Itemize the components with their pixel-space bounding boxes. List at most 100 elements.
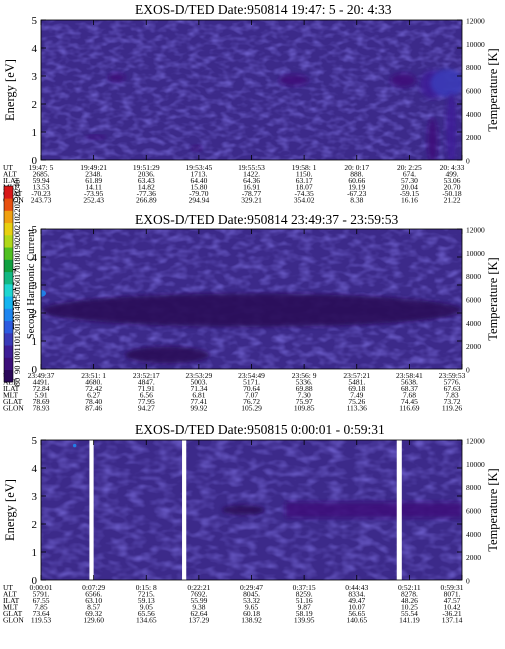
colorbar-tick-label: 110 bbox=[12, 339, 22, 351]
orbit-row-label: ILAT bbox=[3, 384, 20, 393]
colorbar-tick-label: 190 bbox=[12, 241, 22, 254]
orbit-value: 5638. bbox=[401, 378, 418, 387]
orbit-value: 94.27 bbox=[138, 404, 155, 413]
orbit-value: 19:58: 1 bbox=[292, 163, 317, 172]
orbit-value: 63.10 bbox=[85, 596, 102, 605]
y-right-tick-label: 10000 bbox=[466, 249, 485, 258]
chart-panel-3: EXOS-D/TED Date:950815 0:00:01 - 0:59:31… bbox=[3, 422, 500, 625]
orbit-value: 20: 4:33 bbox=[440, 163, 465, 172]
orbit-value: 73.64 bbox=[33, 609, 50, 618]
heatmap-feature-9 bbox=[427, 118, 438, 160]
orbit-value: 9.65 bbox=[245, 603, 258, 612]
heatmap-feature-3 bbox=[125, 346, 210, 364]
y-right-tick-label: 4000 bbox=[466, 530, 481, 539]
orbit-value: 21.22 bbox=[444, 196, 461, 205]
orbit-value: 71.91 bbox=[138, 384, 155, 393]
orbit-value: 9.05 bbox=[140, 603, 153, 612]
orbit-value: 499. bbox=[445, 170, 458, 179]
y-right-tick-label: 6000 bbox=[466, 87, 481, 96]
orbit-value: -67.23 bbox=[347, 189, 367, 198]
orbit-value: 53.06 bbox=[444, 176, 461, 185]
orbit-value: 19:49:21 bbox=[80, 163, 107, 172]
orbit-value: 2685. bbox=[33, 170, 50, 179]
colorbar-segment-9 bbox=[4, 271, 13, 285]
orbit-value: 137.29 bbox=[189, 616, 210, 625]
y-right-tick-label: 10000 bbox=[466, 40, 485, 49]
heatmap-feature-1 bbox=[41, 290, 47, 297]
orbit-row-label: MLT bbox=[3, 391, 19, 400]
orbit-value: 56.65 bbox=[348, 609, 365, 618]
orbit-value: 99.92 bbox=[190, 404, 207, 413]
orbit-value: 69.88 bbox=[296, 384, 313, 393]
colorbar-tick-label: 80 bbox=[12, 378, 22, 387]
orbit-value: 23:51: 1 bbox=[81, 371, 106, 380]
chart-title: EXOS-D/TED Date:950815 0:00:01 - 0:59:31 bbox=[135, 422, 385, 437]
y-tick-label: 1 bbox=[32, 547, 38, 559]
y-tick-label: 0 bbox=[32, 364, 38, 376]
data-gap-1 bbox=[89, 440, 94, 580]
orbit-value: 329.21 bbox=[241, 196, 262, 205]
orbit-value: 78.69 bbox=[33, 397, 50, 406]
orbit-value: -36.21 bbox=[442, 609, 462, 618]
heatmap-feature-2 bbox=[41, 293, 462, 328]
heatmap-feature-7 bbox=[430, 69, 462, 97]
orbit-value: 23:59:53 bbox=[439, 371, 466, 380]
orbit-value: 75.97 bbox=[296, 397, 313, 406]
orbit-value: 266.89 bbox=[136, 196, 157, 205]
chart-title: EXOS-D/TED Date:950814 23:49:37 - 23:59:… bbox=[135, 212, 398, 227]
orbit-value: 67.55 bbox=[33, 596, 50, 605]
orbit-value: 252.43 bbox=[83, 196, 104, 205]
orbit-value: 0:07:29 bbox=[82, 583, 105, 592]
orbit-value: 63.43 bbox=[138, 176, 155, 185]
y-right-tick-label: 6000 bbox=[466, 507, 481, 516]
heatmap-feature-4 bbox=[278, 74, 309, 86]
colorbar-segment-13 bbox=[4, 222, 13, 236]
orbit-value: 19:55:53 bbox=[238, 163, 265, 172]
colorbar-segment-7 bbox=[4, 296, 13, 309]
orbit-value: -70.23 bbox=[31, 189, 51, 198]
colorbar-label: Second Harmonic Current bbox=[26, 229, 37, 339]
orbit-row-label: GLAT bbox=[3, 609, 23, 618]
colorbar-segment-11 bbox=[4, 247, 13, 260]
orbit-value: 2348. bbox=[85, 170, 102, 179]
orbit-value: 4847. bbox=[138, 378, 155, 387]
orbit-value: 888. bbox=[350, 170, 363, 179]
y-tick-label: 4 bbox=[32, 252, 38, 264]
colorbar: 8090100110120130140150160170180190200210… bbox=[3, 180, 37, 387]
y-right-tick-label: 8000 bbox=[466, 483, 481, 492]
y-tick-label: 0 bbox=[32, 575, 38, 587]
y-axis-label: Energy [eV] bbox=[3, 479, 17, 541]
orbit-value: 20.70 bbox=[444, 183, 461, 192]
heatmap-area bbox=[41, 20, 462, 160]
y-right-tick-label: 6000 bbox=[466, 296, 481, 305]
orbit-value: 78.93 bbox=[33, 404, 50, 413]
orbit-value: 72.84 bbox=[33, 384, 50, 393]
heatmap-area bbox=[41, 440, 462, 580]
colorbar-tick-label: 220 bbox=[12, 204, 22, 217]
colorbar-segment-16 bbox=[4, 186, 13, 199]
orbit-value: 5336. bbox=[296, 378, 313, 387]
orbit-value: 19:51:29 bbox=[133, 163, 160, 172]
orbit-value: 7215. bbox=[138, 590, 155, 599]
orbit-value: 68.37 bbox=[401, 384, 418, 393]
orbit-value: 5481. bbox=[348, 378, 365, 387]
orbit-value: 1713. bbox=[190, 170, 207, 179]
orbit-value: 7.07 bbox=[245, 391, 258, 400]
orbit-value: 8259. bbox=[296, 590, 313, 599]
orbit-value: 71.34 bbox=[190, 384, 207, 393]
orbit-row-label: MLT bbox=[3, 603, 19, 612]
y-axis-label-right: Temperature [K] bbox=[486, 48, 500, 131]
orbit-value: 5.91 bbox=[34, 391, 47, 400]
colorbar-segment-15 bbox=[4, 198, 13, 211]
orbit-value: 7.85 bbox=[34, 603, 47, 612]
orbit-value: 5171. bbox=[243, 378, 260, 387]
orbit-value: -78.77 bbox=[242, 189, 262, 198]
y-right-tick-label: 0 bbox=[466, 157, 470, 166]
orbit-value: 8334. bbox=[348, 590, 365, 599]
orbit-value: 105.29 bbox=[241, 404, 262, 413]
orbit-value: 0:29:47 bbox=[240, 583, 263, 592]
colorbar-tick-label: 120 bbox=[12, 327, 22, 340]
orbit-value: 0:15: 8 bbox=[136, 583, 157, 592]
orbit-value: 6.56 bbox=[140, 391, 153, 400]
orbit-value: 5776. bbox=[444, 378, 461, 387]
